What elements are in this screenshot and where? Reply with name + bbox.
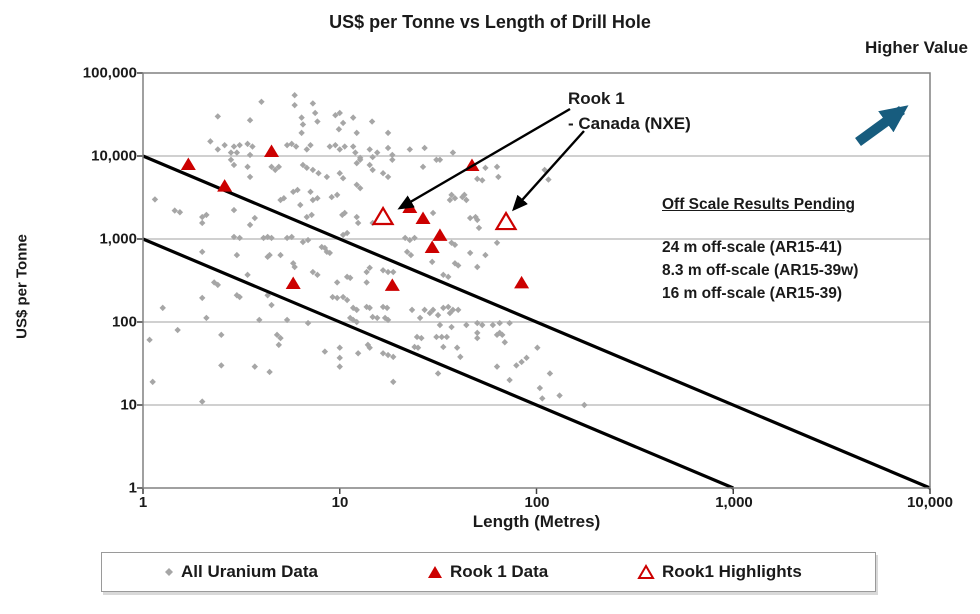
rook1-annotation-line1: Rook 1 (568, 89, 625, 108)
x-tick-1: 1 (138, 494, 148, 511)
y-tick-1000: 1,000 (99, 230, 137, 248)
y-tick-100: 100 (111, 313, 137, 331)
rook1-annotation: Rook 1 - Canada (NXE) (568, 86, 691, 136)
red-open-triangle-icon (637, 563, 655, 579)
x-axis-title: Length (Metres) (472, 512, 601, 531)
offscale-list: 24 m off-scale (AR15-41) 8.3 m off-scale… (662, 236, 858, 305)
y-axis-title: US$ per Tonne (13, 234, 31, 339)
higher-value-label: Higher Value (865, 38, 968, 57)
rook1-annotation-line2: - Canada (NXE) (568, 114, 691, 133)
x-tick-10: 10 (331, 494, 349, 511)
y-tick-10000: 10,000 (91, 147, 137, 165)
y-tick-10: 10 (120, 396, 137, 414)
legend-item-rook1-highlights: Rook1 Highlights (637, 553, 802, 590)
y-tick-100000: 100,000 (82, 64, 137, 82)
red-triangle-icon (428, 565, 442, 578)
offscale-item-1: 24 m off-scale (AR15-41) (662, 239, 843, 256)
legend-item-all-uranium: All Uranium Data (164, 553, 318, 590)
legend-label: Rook1 Highlights (662, 561, 802, 581)
offscale-item-2: 8.3 m off-scale (AR15-39w) (662, 262, 859, 279)
chart-title: US$ per Tonne vs Length of Drill Hole (329, 12, 651, 32)
offscale-item-3: 16 m off-scale (AR15-39) (662, 285, 843, 302)
legend-label: Rook 1 Data (450, 561, 549, 581)
x-tick-100: 100 (524, 494, 550, 511)
x-tick-10000: 10,000 (907, 494, 953, 511)
offscale-title: Off Scale Results Pending (662, 196, 855, 213)
legend: All Uranium Data Rook 1 Data Rook1 Highl… (101, 552, 876, 592)
legend-label: All Uranium Data (181, 561, 318, 581)
legend-item-rook1-data: Rook 1 Data (427, 553, 548, 590)
gray-diamond-icon (165, 567, 173, 576)
y-tick-1: 1 (128, 479, 137, 497)
x-tick-1000: 1,000 (715, 494, 753, 511)
